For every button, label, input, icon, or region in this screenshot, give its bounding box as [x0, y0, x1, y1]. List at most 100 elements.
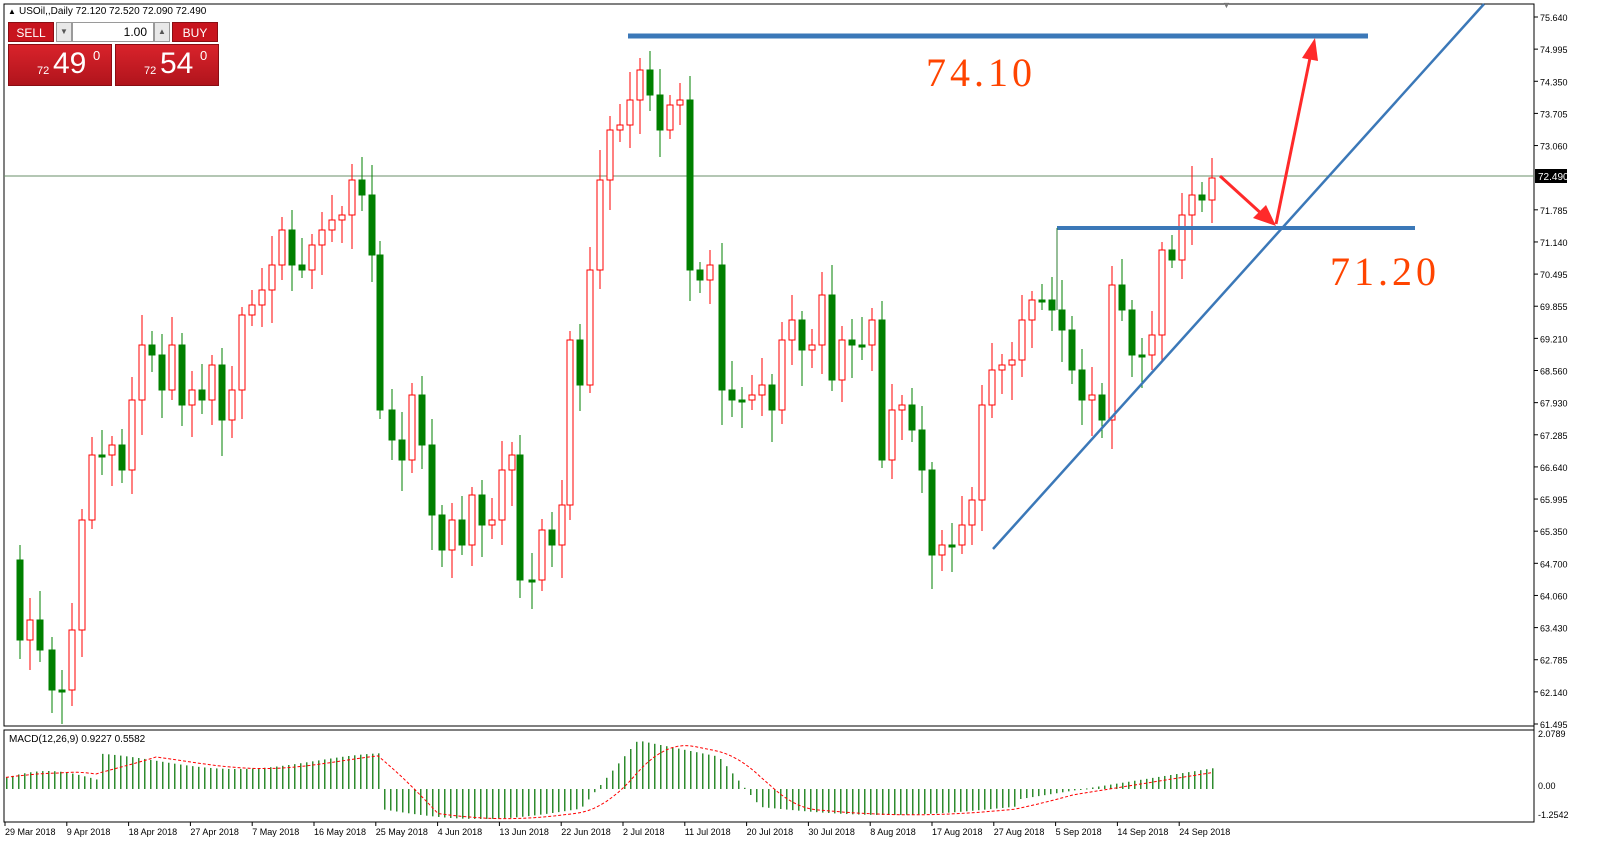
- macd-bar: [858, 789, 860, 815]
- macd-bar: [1026, 789, 1028, 799]
- macd-bar: [186, 765, 188, 789]
- macd-bar: [882, 789, 884, 815]
- macd-axis-label: -1.2542: [1538, 810, 1569, 820]
- macd-bar: [372, 753, 374, 789]
- macd-bar: [180, 764, 182, 789]
- macd-bar: [822, 789, 824, 813]
- macd-bar: [138, 758, 140, 789]
- candle-body: [178, 344, 186, 406]
- candle-body: [498, 469, 506, 521]
- quantity-up-icon[interactable]: ▲: [154, 22, 170, 42]
- buy-price-handle: 72: [144, 65, 157, 77]
- candle-body: [1138, 354, 1146, 358]
- date-axis-label: 27 Apr 2018: [190, 827, 239, 837]
- candle-body: [298, 264, 306, 271]
- macd-bar: [1074, 789, 1076, 791]
- macd-bar: [6, 777, 8, 789]
- price-axis-label: 67.285: [1540, 431, 1568, 441]
- date-axis-label: 20 Jul 2018: [747, 827, 794, 837]
- candle-body: [1198, 194, 1206, 201]
- macd-bar: [852, 789, 854, 815]
- date-axis-label: 17 Aug 2018: [932, 827, 983, 837]
- date-axis-label: 8 Aug 2018: [870, 827, 916, 837]
- sell-button[interactable]: SELL: [8, 22, 54, 42]
- candle-body: [978, 404, 986, 501]
- candle-body: [566, 339, 574, 506]
- macd-bar: [360, 754, 362, 789]
- candle-body: [778, 339, 786, 411]
- macd-bar: [378, 753, 380, 789]
- date-axis-label: 18 Apr 2018: [129, 827, 178, 837]
- quantity-input[interactable]: 1.00: [72, 22, 154, 42]
- macd-bar: [738, 780, 740, 789]
- candle-body: [328, 219, 336, 231]
- macd-bar: [384, 789, 386, 810]
- macd-bar: [636, 741, 638, 789]
- macd-bar: [936, 789, 938, 814]
- macd-bar: [582, 789, 584, 807]
- macd-bar: [444, 789, 446, 818]
- candle-body: [1068, 329, 1076, 371]
- candle-body: [1008, 359, 1016, 366]
- macd-bar: [1098, 786, 1100, 789]
- macd-bar: [1044, 789, 1046, 796]
- macd-bar: [534, 789, 536, 816]
- macd-bar: [1110, 784, 1112, 789]
- candle-body: [1128, 309, 1136, 356]
- macd-bar: [516, 789, 518, 818]
- candle-body: [676, 99, 684, 106]
- macd-bar: [114, 754, 116, 789]
- candle-body: [98, 454, 106, 458]
- candle-body: [718, 264, 726, 391]
- macd-bar: [1062, 789, 1064, 793]
- candle-body: [686, 99, 694, 271]
- macd-bar: [96, 779, 98, 789]
- macd-bar: [606, 777, 608, 789]
- macd-bar: [1164, 775, 1166, 789]
- buy-price-fraction: 0: [200, 48, 208, 63]
- quantity-down-icon[interactable]: ▼: [56, 22, 72, 42]
- macd-bar: [1122, 782, 1124, 789]
- uptrend-line[interactable]: [992, 3, 1485, 550]
- candle-body: [36, 619, 44, 651]
- candle-body: [68, 629, 76, 691]
- buy-price-button[interactable]: 72 54 0: [115, 44, 219, 86]
- sell-price-button[interactable]: 72 49 0: [8, 44, 112, 86]
- macd-bar: [1014, 789, 1016, 807]
- macd-header: MACD(12,26,9) 0.9227 0.5582: [9, 734, 146, 745]
- macd-bar: [1032, 789, 1034, 798]
- macd-bar: [1038, 789, 1040, 797]
- candle-body: [1108, 284, 1116, 421]
- candle-body: [898, 404, 906, 411]
- macd-bar: [714, 755, 716, 789]
- scroll-up-icon[interactable]: ▲: [8, 7, 16, 16]
- macd-bar: [414, 789, 416, 815]
- macd-bar: [450, 789, 452, 818]
- macd-bar: [42, 771, 44, 789]
- macd-bar: [18, 774, 20, 789]
- buy-button[interactable]: BUY: [172, 22, 218, 42]
- macd-bar: [1008, 789, 1010, 808]
- macd-bar: [282, 765, 284, 789]
- macd-bar: [486, 789, 488, 819]
- macd-bar: [804, 789, 806, 812]
- date-axis-label: 14 Sep 2018: [1117, 827, 1168, 837]
- macd-bar: [354, 755, 356, 789]
- macd-bar: [912, 789, 914, 815]
- macd-bar: [996, 789, 998, 809]
- candle-body: [228, 389, 236, 421]
- candle-body: [418, 394, 426, 446]
- candle-body: [538, 529, 546, 581]
- candle-body: [888, 409, 896, 461]
- macd-bar: [966, 789, 968, 812]
- date-axis-label: 9 Apr 2018: [67, 827, 111, 837]
- candle-body: [1028, 299, 1036, 321]
- candle-body: [596, 179, 604, 271]
- macd-frame: [3, 729, 1535, 823]
- macd-bar: [210, 767, 212, 789]
- chart-shift-icon[interactable]: ▼: [1222, 0, 1231, 10]
- macd-bar: [762, 789, 764, 808]
- macd-bar: [672, 747, 674, 789]
- macd-bar: [558, 789, 560, 813]
